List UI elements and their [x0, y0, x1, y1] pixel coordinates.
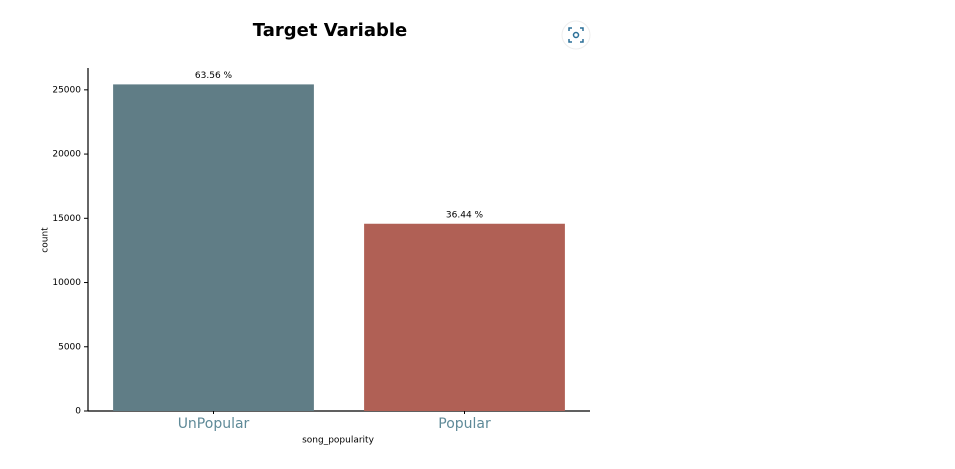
y-tick-label: 15000	[52, 214, 81, 224]
bar-annotation: 36.44 %	[446, 210, 484, 220]
x-axis-label: song_popularity	[302, 436, 374, 446]
button-circle[interactable]	[561, 20, 591, 50]
y-tick-label: 5000	[58, 342, 81, 352]
button-icon[interactable]	[568, 27, 584, 43]
y-tick-label: 25000	[52, 85, 81, 95]
bar	[113, 84, 314, 411]
y-axis-label: count	[41, 227, 51, 253]
y-tick-label: 10000	[52, 278, 81, 288]
y-tick-label: 0	[75, 407, 81, 417]
x-tick-label: Popular	[438, 416, 491, 432]
chart-title: Target Variable	[253, 20, 408, 41]
bar-annotation: 63.56 %	[195, 71, 233, 81]
x-tick-label: UnPopular	[178, 416, 250, 432]
y-tick-label: 20000	[52, 150, 81, 160]
bar	[364, 223, 565, 411]
screenshot-button[interactable]	[561, 20, 591, 50]
button-icon-lens[interactable]	[572, 31, 580, 39]
